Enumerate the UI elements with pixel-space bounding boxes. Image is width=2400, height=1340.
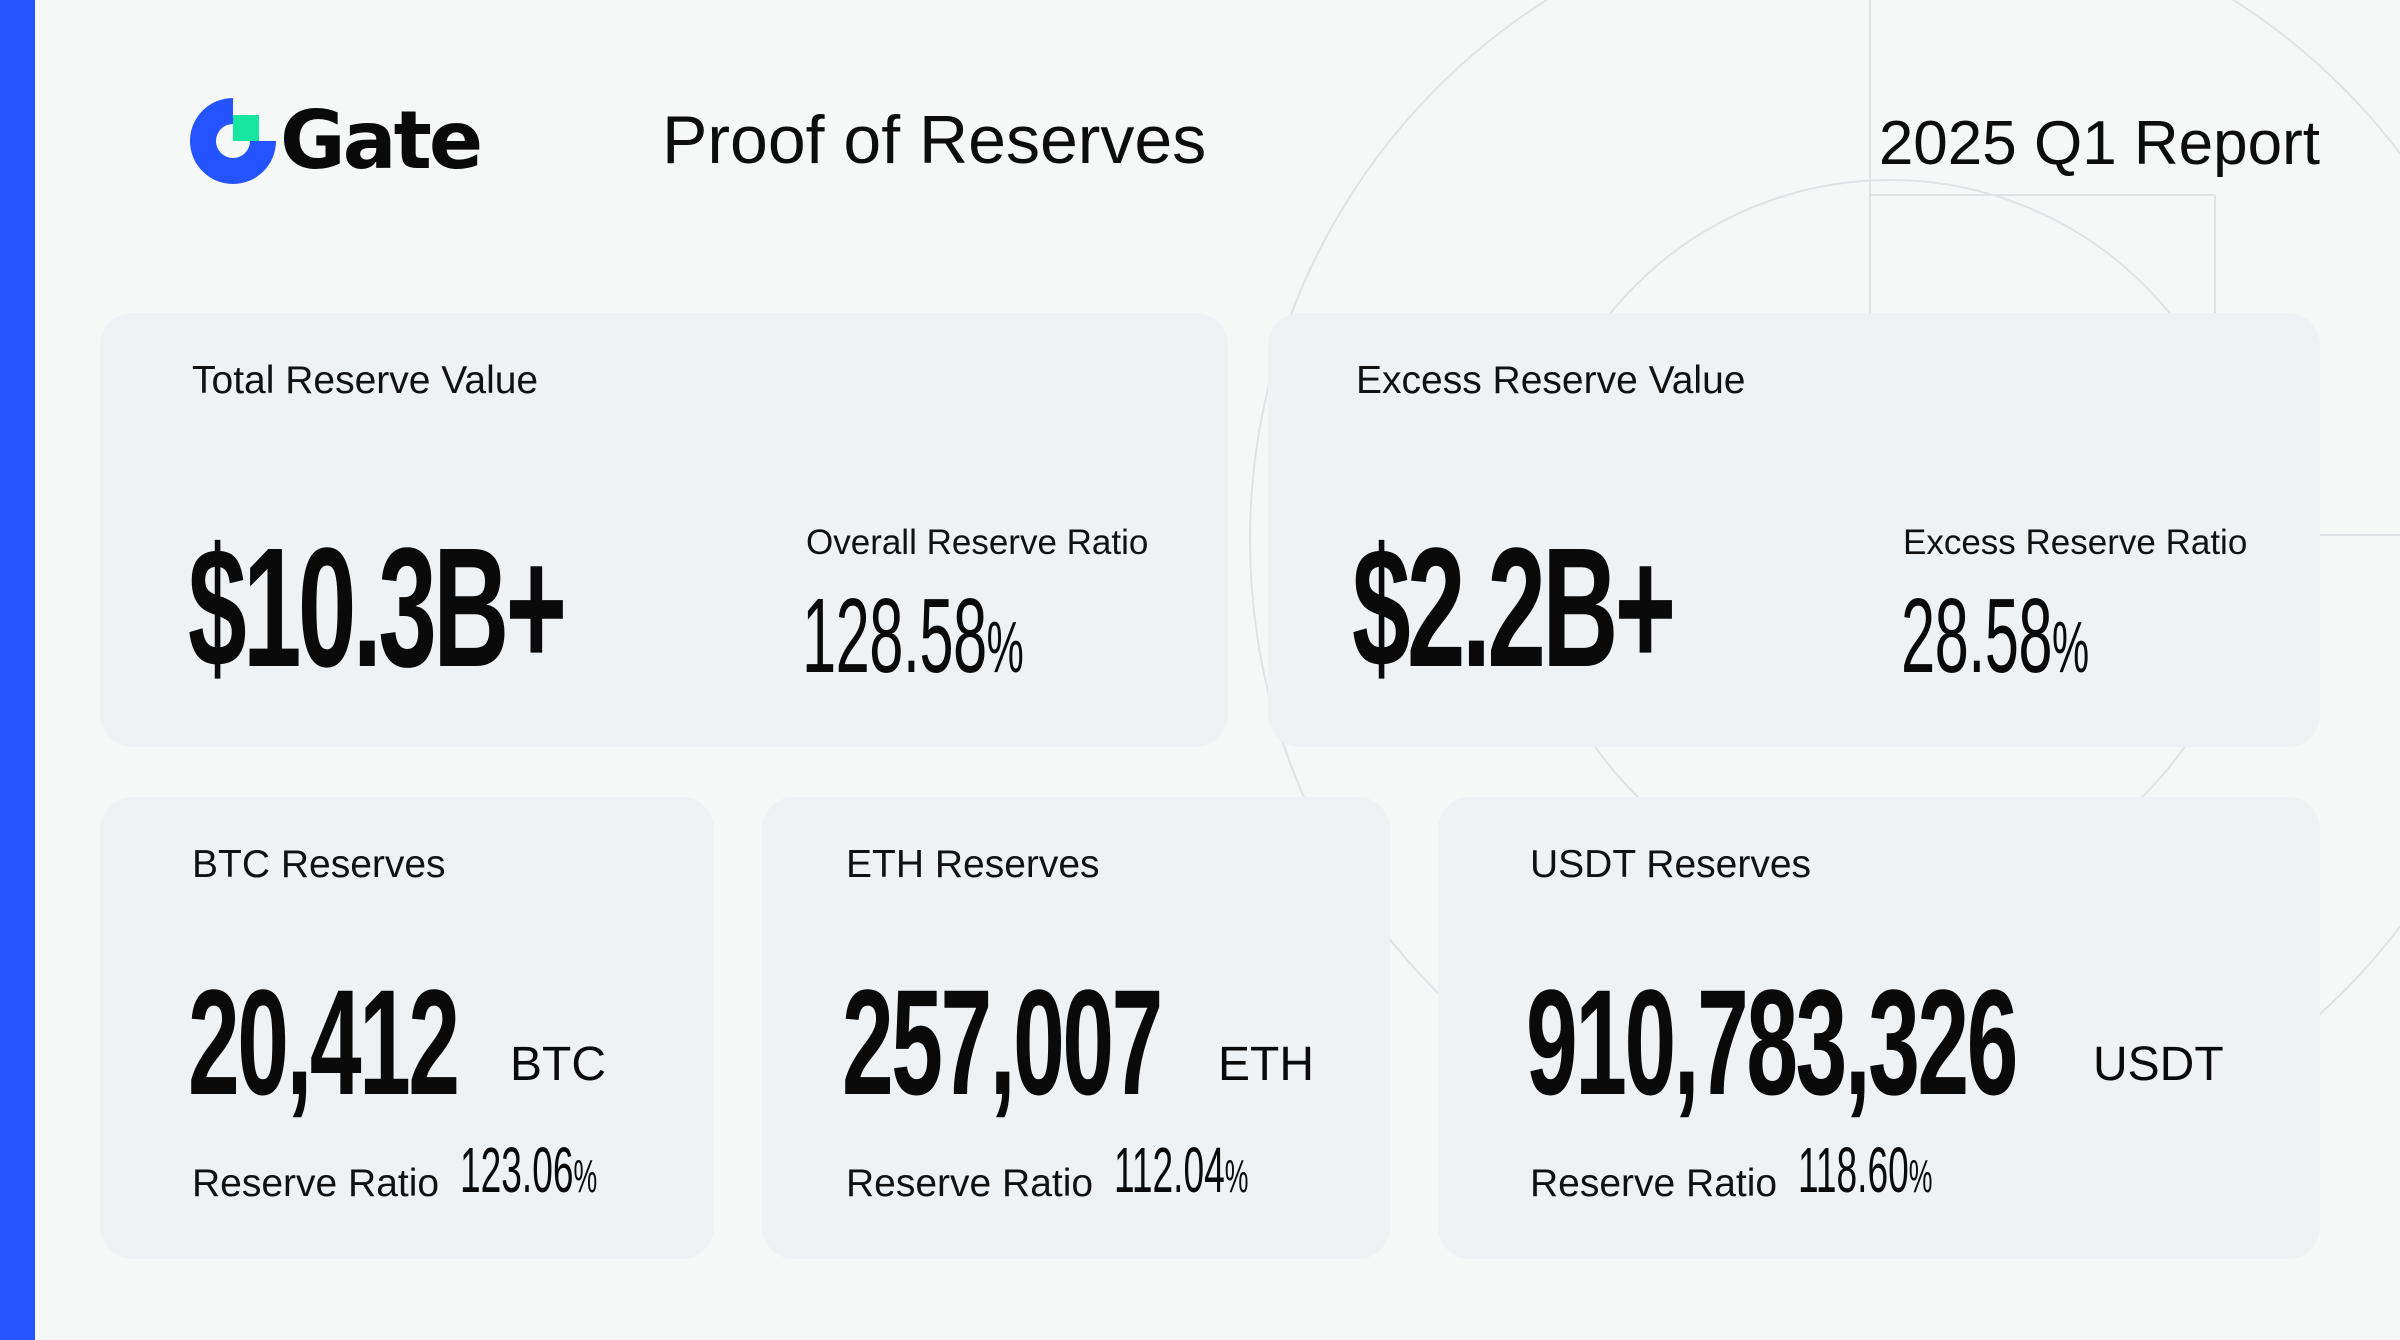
usdt-unit: USDT (2093, 1038, 2224, 1091)
gate-logo: Gate (190, 94, 483, 187)
btc-unit: BTC (510, 1038, 606, 1091)
excess-reserve-ratio-label: Excess Reserve Ratio (1903, 523, 2248, 562)
overall-reserve-ratio-value: 128.58% (802, 577, 1024, 695)
excess-reserve-card: Excess Reserve Value $2.2B+ Excess Reser… (1268, 313, 2320, 747)
excess-reserve-ratio-value: 28.58% (1901, 577, 2089, 695)
gate-logo-icon (190, 98, 276, 184)
total-reserve-label: Total Reserve Value (192, 359, 539, 402)
btc-reserve-ratio: Reserve Ratio 123.06% (192, 1135, 692, 1207)
page-title: Proof of Reserves (662, 102, 1207, 178)
usdt-reserves-card: USDT Reserves 910,783,326 USDT Reserve R… (1438, 797, 2320, 1259)
btc-reserves-amount: 20,412 (188, 958, 460, 1126)
btc-reserve-ratio-label: Reserve Ratio (192, 1162, 440, 1205)
report-period: 2025 Q1 Report (1878, 109, 2320, 178)
usdt-reserve-ratio-label: Reserve Ratio (1530, 1162, 1778, 1205)
eth-reserves-amount: 257,007 (842, 958, 1163, 1126)
total-reserve-value: $10.3B+ (188, 513, 567, 703)
eth-reserve-ratio-label: Reserve Ratio (846, 1162, 1094, 1205)
usdt-reserves-label: USDT Reserves (1530, 843, 1812, 886)
btc-reserves-card: BTC Reserves 20,412 BTC Reserve Ratio 12… (100, 797, 714, 1259)
excess-reserve-label: Excess Reserve Value (1356, 359, 1746, 402)
excess-reserve-value: $2.2B+ (1352, 513, 1676, 703)
btc-reserve-ratio-value: 123.06% (460, 1134, 598, 1206)
usdt-reserve-ratio-value: 118.60% (1798, 1134, 1933, 1206)
eth-reserves-card: ETH Reserves 257,007 ETH Reserve Ratio 1… (762, 797, 1390, 1259)
eth-reserve-ratio: Reserve Ratio 112.04% (846, 1135, 1366, 1207)
eth-unit: ETH (1218, 1038, 1314, 1091)
btc-reserves-label: BTC Reserves (192, 843, 446, 886)
total-reserve-card: Total Reserve Value $10.3B+ Overall Rese… (100, 313, 1228, 747)
usdt-reserve-ratio: Reserve Ratio 118.60% (1530, 1135, 2090, 1207)
usdt-reserves-amount: 910,783,326 (1526, 958, 2018, 1126)
gate-logo-text: Gate (280, 94, 483, 187)
side-accent-bar (0, 0, 35, 1340)
overall-reserve-ratio-label: Overall Reserve Ratio (806, 523, 1149, 562)
eth-reserve-ratio-value: 112.04% (1114, 1134, 1249, 1206)
eth-reserves-label: ETH Reserves (846, 843, 1100, 886)
